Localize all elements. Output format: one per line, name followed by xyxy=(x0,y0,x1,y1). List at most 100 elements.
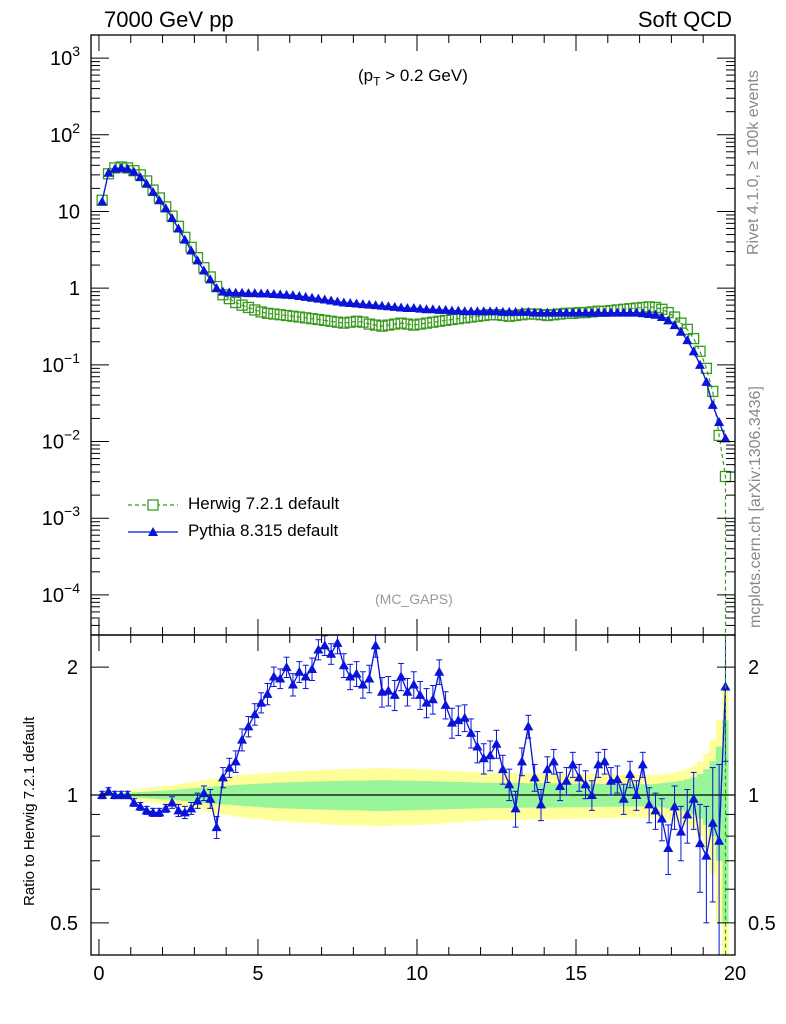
pythia-point xyxy=(586,307,597,317)
pythia-point xyxy=(237,287,248,297)
main-y-tick-label: 10−4 xyxy=(42,580,80,607)
pythia-point xyxy=(682,335,693,345)
pythia-point xyxy=(376,300,387,310)
ratio-y-tick-label-right: 2 xyxy=(748,657,759,679)
ratio-point xyxy=(466,727,477,737)
ratio-point xyxy=(281,662,292,672)
herwig-point xyxy=(433,315,445,327)
pythia-point xyxy=(466,306,477,316)
ratio-point xyxy=(516,756,527,766)
pythia-point xyxy=(230,287,241,297)
ratio-point xyxy=(370,640,381,650)
pythia-point xyxy=(167,213,178,223)
herwig-point xyxy=(261,307,274,319)
pythia-point xyxy=(580,307,591,317)
ratio-point xyxy=(262,688,273,698)
pythia-point xyxy=(656,312,667,322)
pythia-point xyxy=(605,307,616,317)
pythia-point xyxy=(224,287,235,297)
herwig-point xyxy=(312,313,325,326)
mcplots-reference-label: mcplots.cern.ch [arXiv:1306.3436] xyxy=(747,386,764,628)
ratio-point xyxy=(637,759,648,769)
legend-pythia-label: Pythia 8.315 default xyxy=(188,521,339,540)
ratio-point xyxy=(186,803,197,813)
ratio-point xyxy=(714,835,725,845)
pythia-point xyxy=(389,301,400,311)
ratio-point xyxy=(319,640,330,650)
pythia-point xyxy=(351,298,362,308)
pythia-point xyxy=(536,307,547,317)
pythia-point xyxy=(173,223,184,233)
ratio-y-tick-label-right: 1 xyxy=(748,785,759,807)
pythia-point xyxy=(97,196,108,206)
pythia-point xyxy=(408,303,419,313)
pythia-point xyxy=(561,307,572,317)
main-frame xyxy=(90,34,736,636)
pythia-point xyxy=(338,297,349,307)
pythia-point xyxy=(313,293,324,303)
ratio-point xyxy=(217,772,228,782)
herwig-point xyxy=(293,311,305,323)
ratio-point xyxy=(224,762,235,772)
ratio-point xyxy=(669,801,680,811)
ratio-point xyxy=(300,671,311,681)
ratio-point xyxy=(357,679,368,689)
ratio-point xyxy=(332,637,343,647)
pythia-point xyxy=(211,283,222,293)
ratio-point xyxy=(688,793,699,803)
pythia-point xyxy=(332,296,343,306)
pythia-point xyxy=(294,291,305,301)
pythia-point xyxy=(370,300,381,310)
herwig-point xyxy=(350,315,363,327)
ratio-point xyxy=(249,709,260,719)
herwig-point xyxy=(268,308,280,320)
ratio-point xyxy=(287,679,298,689)
herwig-point xyxy=(255,306,267,318)
ratio-point xyxy=(345,671,356,681)
legend-pythia-marker xyxy=(148,527,158,536)
ratio-point xyxy=(593,759,604,769)
pythia-point xyxy=(287,290,298,300)
pythia-point xyxy=(268,288,279,298)
herwig-point xyxy=(230,296,242,309)
ratio-point xyxy=(307,663,318,673)
pythia-point xyxy=(434,304,445,314)
herwig-point xyxy=(369,319,382,331)
pythia-point xyxy=(523,306,534,316)
herwig-point xyxy=(357,316,369,328)
ratio-point xyxy=(338,660,349,670)
pythia-point xyxy=(198,265,209,275)
pythia-point xyxy=(714,416,725,426)
herwig-point xyxy=(414,318,426,330)
ratio-point xyxy=(326,648,337,658)
pythia-point xyxy=(357,299,368,309)
pythia-point xyxy=(148,186,159,196)
ratio-point xyxy=(389,689,400,699)
legend-herwig-label: Herwig 7.2.1 default xyxy=(188,494,340,513)
ratio-point xyxy=(243,721,254,731)
ratio-point xyxy=(675,826,686,836)
pythia-point xyxy=(637,308,648,318)
herwig-point xyxy=(300,312,312,324)
ratio-point xyxy=(408,679,419,689)
pythia-point xyxy=(243,288,254,298)
herwig-point xyxy=(363,318,375,330)
pythia-point xyxy=(186,245,197,255)
rivet-version-label: Rivet 4.1.0, ≥ 100k events xyxy=(745,70,762,255)
pythia-point xyxy=(141,178,152,188)
ratio-point xyxy=(167,797,178,807)
ratio-y-tick-label: 0.5 xyxy=(50,913,78,935)
x-tick-label: 10 xyxy=(406,963,428,985)
x-tick-label: 20 xyxy=(724,963,746,985)
pythia-point xyxy=(555,307,566,317)
pythia-point xyxy=(383,301,394,311)
herwig-point xyxy=(274,309,286,321)
main-y-tick-label: 10 xyxy=(58,201,80,223)
herwig-point xyxy=(719,470,732,483)
pythia-point xyxy=(262,288,273,298)
herwig-point xyxy=(319,314,331,327)
energy-label: 7000 GeV pp xyxy=(104,7,234,32)
herwig-point xyxy=(242,301,255,314)
ratio-point xyxy=(211,822,222,832)
